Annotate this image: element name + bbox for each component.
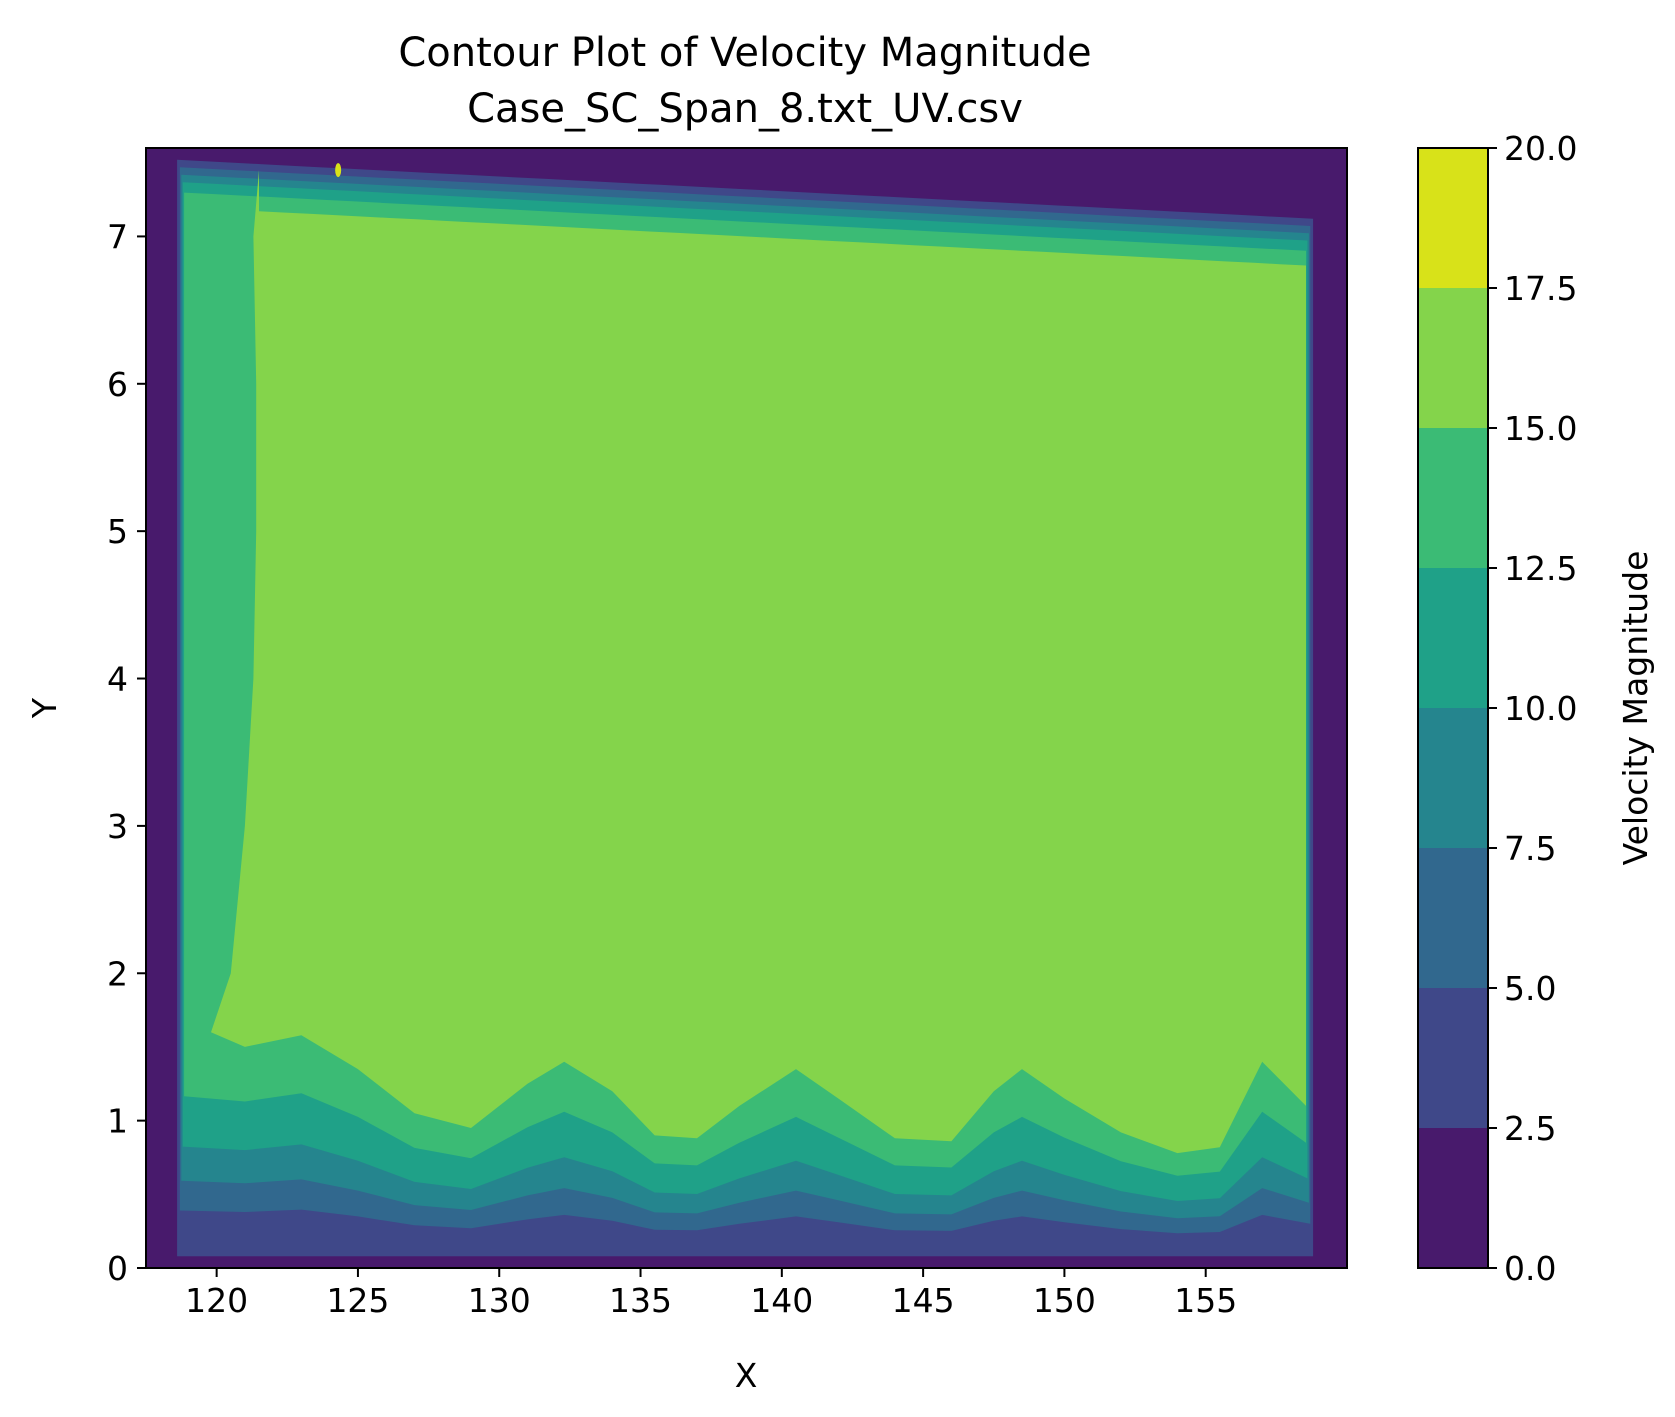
x-axis: 120 125 130 135 140 145 150 155 xyxy=(185,1268,1237,1320)
x-tick-label-1: 125 xyxy=(326,1281,389,1320)
colorbar-swatch-1 xyxy=(1418,988,1488,1128)
colorbar-tick-label-7: 17.5 xyxy=(1504,269,1577,308)
y-tick-label-6: 6 xyxy=(107,365,128,404)
contour-band-15.0-17.5 xyxy=(211,170,1306,1154)
colorbar-swatch-3 xyxy=(1418,708,1488,848)
y-tick-label-5: 5 xyxy=(107,512,128,551)
colorbar-swatch-6 xyxy=(1418,288,1488,428)
y-tick-label-1: 1 xyxy=(107,1102,128,1141)
contour-hotspot-17.5-20.0 xyxy=(335,163,342,178)
colorbar-tick-label-3: 7.5 xyxy=(1504,829,1556,868)
colorbar-tick-label-0: 0.0 xyxy=(1504,1249,1556,1288)
y-tick-label-2: 2 xyxy=(107,954,128,993)
y-axis: 0 1 2 3 4 5 6 7 xyxy=(107,217,146,1288)
colorbar: 0.0 2.5 5.0 7.5 10.0 12.5 15.0 17.5 20.0 xyxy=(1417,129,1577,1288)
y-tick-label-4: 4 xyxy=(107,660,128,699)
y-tick-label-3: 3 xyxy=(107,807,128,846)
plot-area xyxy=(146,148,1347,1268)
colorbar-label: Velocity Magnitude xyxy=(1616,551,1655,866)
colorbar-swatch-2 xyxy=(1418,848,1488,988)
x-tick-label-3: 135 xyxy=(609,1281,672,1320)
x-tick-label-7: 155 xyxy=(1174,1281,1237,1320)
x-tick-label-6: 150 xyxy=(1033,1281,1096,1320)
colorbar-tick-label-2: 5.0 xyxy=(1504,969,1556,1008)
y-axis-label: Y xyxy=(25,697,64,719)
colorbar-tick-label-6: 15.0 xyxy=(1504,409,1577,448)
colorbar-tick-label-8: 20.0 xyxy=(1504,129,1577,168)
y-tick-label-0: 0 xyxy=(107,1249,128,1288)
x-tick-label-2: 130 xyxy=(468,1281,531,1320)
colorbar-swatch-4 xyxy=(1418,568,1488,708)
y-tick-label-7: 7 xyxy=(107,217,128,256)
colorbar-tick-label-5: 12.5 xyxy=(1504,549,1577,588)
colorbar-swatch-5 xyxy=(1418,428,1488,568)
x-axis-label: X xyxy=(735,1356,758,1395)
x-tick-label-5: 145 xyxy=(892,1281,955,1320)
colorbar-tick-label-4: 10.0 xyxy=(1504,689,1577,728)
colorbar-swatch-7 xyxy=(1418,148,1488,288)
colorbar-swatch-0 xyxy=(1418,1128,1488,1268)
chart-title: Contour Plot of Velocity Magnitude xyxy=(398,30,1091,76)
colorbar-tick-label-1: 2.5 xyxy=(1504,1109,1556,1148)
x-tick-label-0: 120 xyxy=(185,1281,248,1320)
x-tick-label-4: 140 xyxy=(750,1281,813,1320)
plot-frame xyxy=(145,147,1348,1269)
chart-subtitle: Case_SC_Span_8.txt_UV.csv xyxy=(467,86,1023,132)
